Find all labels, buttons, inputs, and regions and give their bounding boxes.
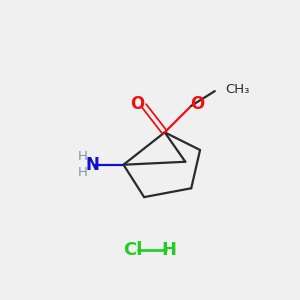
Text: H: H [77,150,87,163]
Text: O: O [130,95,145,113]
Text: N: N [85,156,100,174]
Text: O: O [190,95,205,113]
Text: CH₃: CH₃ [225,83,250,96]
Text: H: H [162,241,177,259]
Text: Cl: Cl [123,241,142,259]
Text: H: H [77,167,87,179]
